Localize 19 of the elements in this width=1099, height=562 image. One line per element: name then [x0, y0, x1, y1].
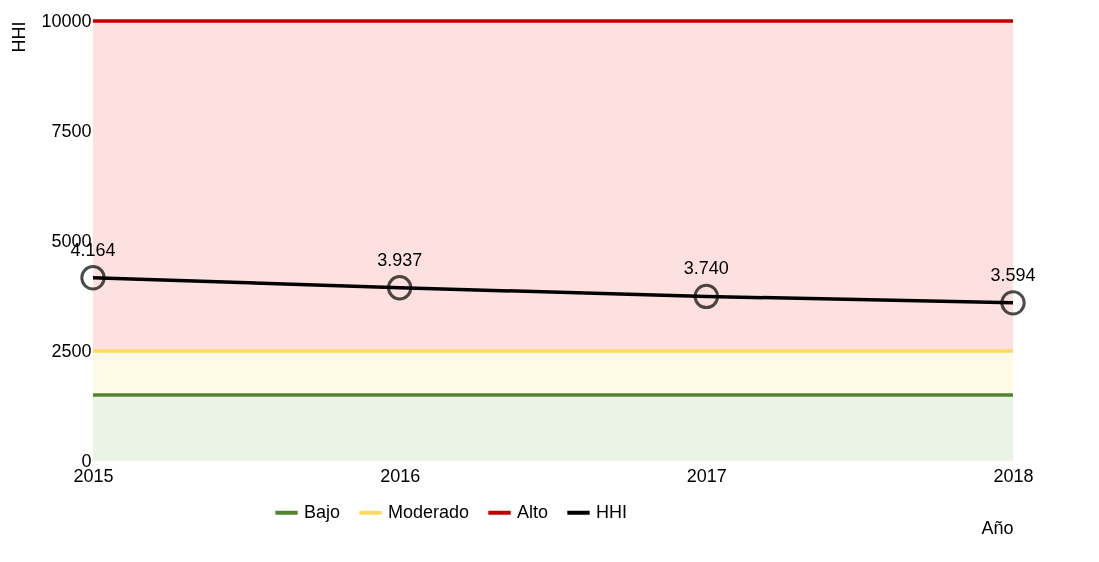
data-label: 3.594	[990, 264, 1036, 285]
x-axis-title: Año	[981, 517, 1014, 538]
y-tick-label: 10000	[41, 10, 92, 31]
x-tick-label: 2017	[686, 465, 727, 486]
point	[1000, 290, 1026, 316]
data-label: 3.937	[377, 249, 423, 270]
point	[693, 283, 720, 310]
y-tick-label: 2500	[51, 340, 92, 361]
x-tick-label: 2018	[993, 465, 1034, 486]
point	[386, 275, 413, 301]
data-label: 3.740	[683, 258, 729, 279]
legend-label: HHI	[596, 501, 627, 522]
y-tick-label: 7500	[51, 120, 92, 141]
legend-label: Alto	[517, 501, 549, 522]
legend-label: Moderado	[388, 501, 470, 522]
x-tick-label: 2016	[380, 465, 421, 486]
point	[80, 265, 106, 291]
y-axis-title: HHI	[9, 21, 30, 53]
legend-label: Bajo	[304, 501, 341, 522]
